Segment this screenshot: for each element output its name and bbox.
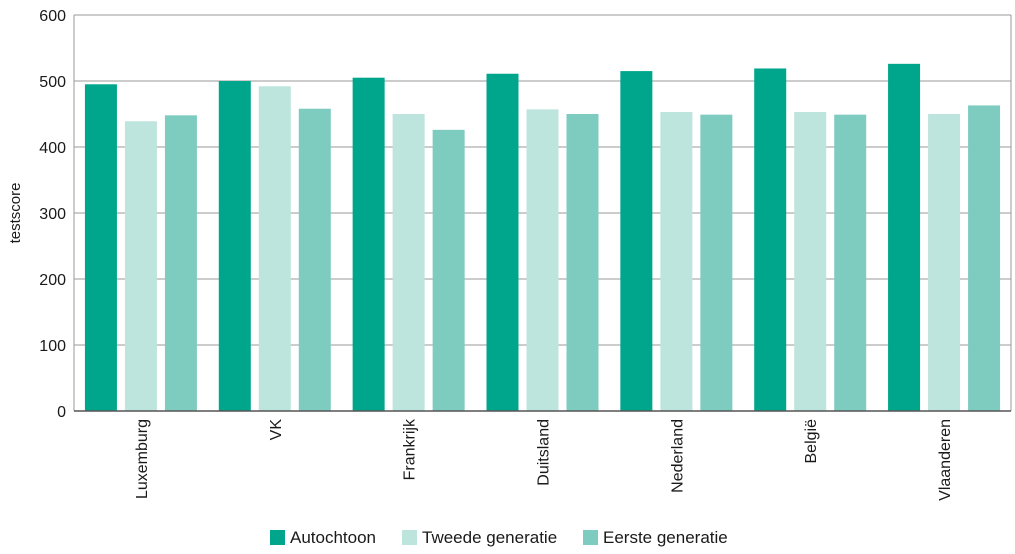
legend-label: Autochtoon <box>290 528 376 547</box>
y-tick-label: 100 <box>39 338 66 355</box>
bar <box>794 112 827 412</box>
bar <box>700 114 733 411</box>
x-category-label: VK <box>268 419 285 441</box>
bar <box>432 129 465 411</box>
y-axis-title: testscore <box>7 183 24 244</box>
y-tick-label: 200 <box>39 272 66 289</box>
bar <box>352 77 385 411</box>
y-tick-label: 600 <box>39 8 66 25</box>
bar <box>392 114 425 411</box>
y-axis-ticks: 0 100 200 300 400 500 600 <box>39 8 66 421</box>
legend: Autochtoon Tweede generatie Eerste generat… <box>270 528 728 547</box>
bar <box>124 121 157 411</box>
bar <box>968 105 1001 412</box>
bar <box>660 112 693 412</box>
bar <box>620 71 653 411</box>
bar <box>888 63 921 412</box>
bar <box>526 109 559 411</box>
bar <box>84 84 117 412</box>
legend-label: Eerste generatie <box>603 528 728 547</box>
bar <box>754 68 787 412</box>
bar <box>928 114 961 411</box>
x-category-label: België <box>803 419 820 464</box>
legend-label: Tweede generatie <box>422 528 557 547</box>
bar <box>486 73 519 412</box>
y-tick-label: 400 <box>39 140 66 157</box>
bar <box>164 115 197 411</box>
bars <box>84 63 1001 412</box>
bar <box>218 81 251 411</box>
legend-swatch <box>270 530 285 545</box>
x-category-label: Nederland <box>669 419 686 493</box>
bar <box>566 114 599 411</box>
legend-swatch <box>583 530 598 545</box>
bar <box>834 114 867 411</box>
x-axis-categories: Luxemburg VK Frankrijk Duitsland Nederland Be… <box>134 418 954 501</box>
y-tick-label: 0 <box>57 404 66 421</box>
x-category-label: Vlaanderen <box>937 419 954 501</box>
y-tick-label: 300 <box>39 206 66 223</box>
x-category-label: Frankrijk <box>402 418 419 480</box>
x-category-label: Luxemburg <box>134 419 151 499</box>
x-category-label: Duitsland <box>536 419 553 486</box>
y-tick-label: 500 <box>39 74 66 91</box>
bar <box>258 86 291 411</box>
bar <box>298 108 331 411</box>
legend-swatch <box>402 530 417 545</box>
